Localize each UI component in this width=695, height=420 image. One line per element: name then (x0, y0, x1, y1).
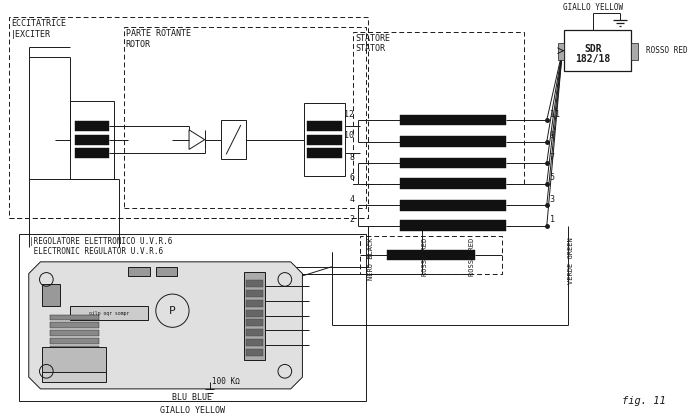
Bar (50, 323, 99, 328)
Text: BLU BLUE: BLU BLUE (172, 393, 213, 402)
Text: ELECTRONIC REGULATOR U.V.R.6: ELECTRONIC REGULATOR U.V.R.6 (28, 247, 163, 256)
Text: 9: 9 (550, 131, 555, 140)
Bar (400, 158, 506, 168)
Bar (221, 120, 246, 159)
Bar (42, 372, 106, 382)
Bar (246, 320, 263, 326)
Bar (50, 330, 99, 336)
Bar (307, 135, 343, 144)
Text: |REGOLATORE ELETTRONICO U.V.R.6: |REGOLATORE ELETTRONICO U.V.R.6 (28, 237, 172, 247)
Text: 100 KΩ: 100 KΩ (211, 377, 239, 386)
Text: GIALLO YELLOW: GIALLO YELLOW (160, 407, 225, 415)
Bar (50, 338, 99, 344)
Text: 3: 3 (550, 195, 555, 204)
Bar (70, 306, 148, 320)
Text: STATORE
STATOR: STATORE STATOR (355, 34, 390, 53)
Bar (631, 43, 638, 60)
Bar (387, 250, 475, 260)
Polygon shape (28, 262, 302, 389)
Bar (307, 148, 343, 158)
Bar (246, 300, 263, 307)
Text: ROSSO RED: ROSSO RED (646, 46, 688, 55)
Bar (42, 347, 106, 374)
Bar (557, 43, 564, 60)
Bar (246, 339, 263, 346)
Bar (246, 329, 263, 336)
Text: ECCITATRICE
|EXCITER: ECCITATRICE |EXCITER (11, 19, 66, 39)
Bar (246, 281, 263, 287)
Text: 4: 4 (349, 195, 354, 204)
Text: VERDE GREEN: VERDE GREEN (569, 237, 574, 284)
Bar (246, 310, 263, 317)
Bar (307, 121, 343, 131)
Bar (70, 100, 114, 179)
Text: 5: 5 (550, 173, 555, 182)
Bar (246, 290, 263, 297)
Text: oilp oqr sompr: oilp oqr sompr (89, 311, 129, 316)
Bar (42, 284, 60, 306)
Bar (400, 136, 506, 147)
Bar (124, 27, 366, 208)
Bar (400, 220, 506, 231)
Bar (50, 346, 99, 352)
Bar (304, 102, 345, 176)
Text: 11: 11 (550, 110, 559, 118)
Bar (564, 30, 631, 71)
Bar (156, 267, 177, 276)
Text: 8: 8 (349, 152, 354, 162)
Text: 6: 6 (349, 173, 354, 182)
Text: fig. 11: fig. 11 (622, 396, 666, 407)
Bar (246, 349, 263, 356)
Text: 7: 7 (550, 152, 555, 162)
Bar (400, 115, 506, 126)
Bar (129, 267, 150, 276)
Text: P: P (169, 306, 176, 316)
Text: 2: 2 (349, 215, 354, 224)
Text: PARTE ROTANTE
ROTOR: PARTE ROTANTE ROTOR (126, 29, 190, 49)
Bar (360, 236, 502, 273)
Bar (50, 315, 99, 320)
Text: 182/18: 182/18 (575, 53, 610, 63)
Bar (74, 121, 109, 131)
Text: ROSSO RED: ROSSO RED (422, 237, 427, 276)
Bar (244, 272, 265, 360)
Text: 10: 10 (344, 131, 354, 140)
Bar (9, 18, 368, 218)
Bar (400, 178, 506, 189)
Bar (400, 200, 506, 210)
Text: ROSSO RED: ROSSO RED (468, 237, 475, 276)
Bar (74, 148, 109, 158)
Text: SDR: SDR (584, 44, 601, 54)
Text: 12: 12 (344, 110, 354, 118)
Bar (19, 234, 366, 401)
Bar (353, 32, 524, 184)
Text: 1: 1 (550, 215, 555, 224)
Text: GIALLO YELLOW: GIALLO YELLOW (563, 3, 623, 12)
Text: NERO BLACK: NERO BLACK (368, 237, 374, 280)
Bar (74, 135, 109, 144)
